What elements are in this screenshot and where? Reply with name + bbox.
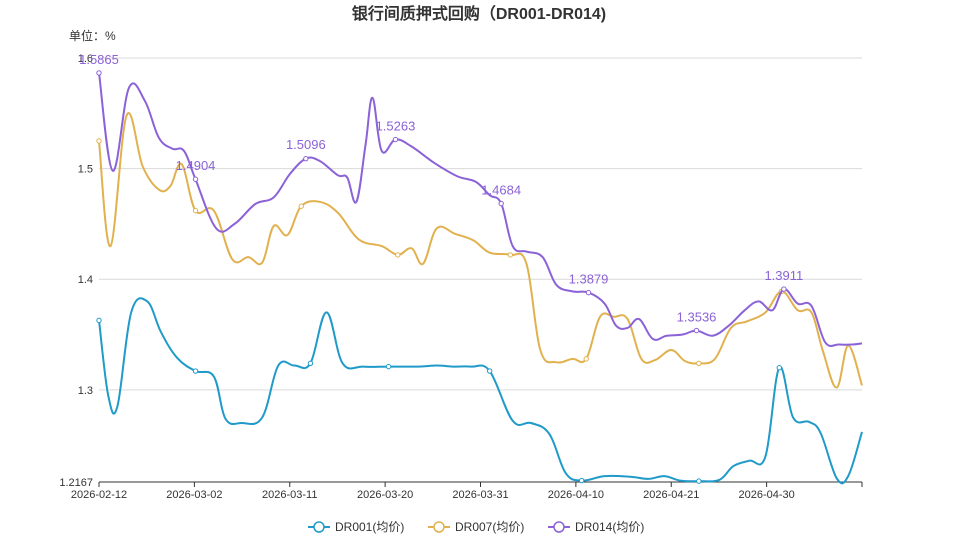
series-point [392, 136, 399, 143]
series-point [96, 317, 102, 324]
series-point [96, 70, 102, 76]
x-tick-label: 2026-03-20 [357, 489, 413, 501]
series-point [696, 478, 702, 484]
y-tick-label: 1.2167 [59, 477, 93, 489]
series-point [385, 363, 392, 370]
data-label: 1.5865 [79, 52, 119, 67]
data-label: 1.3879 [569, 272, 609, 287]
x-tick-label: 2026-03-02 [166, 489, 222, 501]
series-point [693, 327, 700, 334]
series-point [578, 477, 585, 484]
data-labels: 1.5865 1.4904 1.5096 1.5263 1.4684 1.3879 1.35… [79, 52, 803, 325]
x-tick-label: 2026-04-21 [643, 489, 699, 501]
grid-lines [99, 57, 862, 483]
y-tick-label: 1.4 [78, 274, 93, 286]
data-label: 1.4904 [176, 158, 216, 173]
y-unit-label: 单位：% [69, 28, 116, 43]
series-point [486, 368, 493, 374]
series-point [507, 252, 514, 258]
series-point [498, 200, 504, 207]
series-line-1 [98, 297, 863, 485]
axes: 1.2167 1.3 1.4 1.5 1.6 2026-02-12 2026-03-02 20… [59, 53, 863, 501]
series-point [781, 286, 787, 292]
series-point [96, 138, 102, 144]
x-tick-label: 2026-02-12 [71, 489, 127, 501]
y-tick-label: 1.6 [78, 53, 93, 65]
legend-marker-circle [313, 521, 325, 533]
y-tick-label: 1.3 [78, 385, 93, 397]
legend[interactable]: DR001(均价) DR007(均价) DR014(均价) [308, 520, 644, 534]
data-label: 1.3911 [764, 268, 803, 283]
y-tick-label: 1.5 [78, 164, 93, 176]
series-point [192, 207, 199, 214]
series-point [583, 356, 589, 362]
legend-marker-circle [553, 521, 565, 533]
x-tick-label: 2026-04-10 [548, 489, 604, 501]
data-label: 1.5263 [376, 119, 416, 134]
series-point [696, 360, 702, 367]
series-point [776, 365, 782, 371]
series-point [585, 289, 592, 296]
series-point [298, 203, 304, 209]
series-point [192, 176, 199, 182]
x-tick-label: 2026-04-30 [738, 489, 794, 501]
legend-item-label: DR001(均价) [335, 520, 404, 534]
series-point [307, 360, 314, 367]
series-line-3 [98, 72, 863, 347]
legend-marker-circle [433, 521, 445, 533]
series-point [192, 368, 199, 374]
legend-item-label: DR014(均价) [575, 520, 644, 534]
series-line-2 [98, 112, 863, 389]
series-point [303, 155, 309, 162]
legend-item-label: DR007(均价) [455, 520, 524, 534]
data-label: 1.3536 [677, 310, 717, 325]
x-tick-label: 2026-03-31 [452, 489, 508, 501]
series-group [96, 70, 863, 485]
data-label: 1.5096 [286, 137, 326, 152]
chart-title: 银行间质押式回购（DR001-DR014) [352, 4, 606, 23]
x-tick-label: 2026-03-11 [262, 489, 317, 501]
series-point [395, 252, 401, 258]
data-label: 1.4684 [481, 183, 521, 198]
